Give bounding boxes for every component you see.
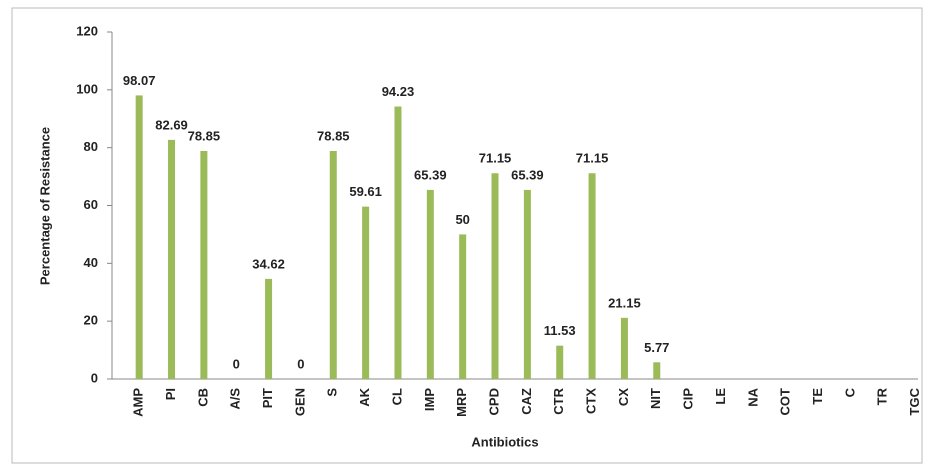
bar bbox=[200, 150, 208, 379]
x-tick-label: AK bbox=[357, 387, 372, 406]
x-tick-label: NIT bbox=[648, 388, 663, 409]
bar bbox=[459, 234, 467, 379]
data-label: 71.15 bbox=[479, 151, 512, 166]
bar bbox=[168, 139, 176, 379]
bar bbox=[426, 189, 434, 379]
x-tick-label: PI bbox=[163, 388, 178, 400]
x-tick-label: CTR bbox=[551, 387, 566, 414]
bar bbox=[653, 362, 661, 379]
bar bbox=[620, 317, 628, 379]
y-axis-title: Percentage of Resistance bbox=[37, 127, 52, 285]
x-tick-label: A/S bbox=[228, 388, 243, 410]
x-axis-title: Antibiotics bbox=[471, 434, 538, 449]
bar bbox=[265, 278, 273, 379]
x-tick-label: MRP bbox=[454, 388, 469, 417]
y-tick-label: 20 bbox=[84, 313, 98, 328]
bar bbox=[362, 206, 370, 379]
data-label: 21.15 bbox=[608, 295, 641, 310]
x-tick-label: CAZ bbox=[519, 388, 534, 415]
x-tick-label: GEN bbox=[292, 388, 307, 416]
y-tick-label: 0 bbox=[91, 370, 98, 385]
data-label: 65.39 bbox=[414, 167, 447, 182]
y-tick-label: 100 bbox=[76, 81, 98, 96]
bar bbox=[491, 173, 499, 379]
data-label: 0 bbox=[233, 356, 240, 371]
x-tick-label: CTX bbox=[584, 388, 599, 414]
data-label: 78.85 bbox=[317, 128, 350, 143]
data-label: 78.85 bbox=[188, 128, 221, 143]
x-tick-label: TR bbox=[875, 387, 890, 405]
x-tick-label: CIP bbox=[681, 388, 696, 410]
x-tick-label: AMP bbox=[131, 388, 146, 417]
data-label: 65.39 bbox=[511, 167, 544, 182]
x-tick-label: TE bbox=[810, 388, 825, 405]
y-tick-label: 40 bbox=[84, 255, 98, 270]
bar bbox=[556, 345, 564, 379]
data-label: 82.69 bbox=[155, 117, 188, 132]
x-tick-label: CB bbox=[195, 388, 210, 407]
x-tick-label: IMP bbox=[422, 388, 437, 411]
x-tick-label: CL bbox=[389, 388, 404, 405]
data-label: 5.77 bbox=[644, 340, 669, 355]
x-tick-label: TGC bbox=[907, 387, 922, 415]
y-tick-label: 60 bbox=[84, 197, 98, 212]
data-label: 34.62 bbox=[252, 256, 285, 271]
x-tick-label: C bbox=[842, 387, 857, 397]
data-label: 11.53 bbox=[544, 323, 576, 338]
x-tick-label: CX bbox=[616, 388, 631, 406]
y-tick-label: 120 bbox=[76, 23, 98, 38]
x-tick-label: PIT bbox=[260, 388, 275, 408]
bar bbox=[523, 189, 531, 379]
x-tick-label: S bbox=[325, 388, 340, 397]
data-label: 50 bbox=[455, 212, 469, 227]
x-tick-label: LE bbox=[713, 388, 728, 405]
x-tick-label: CPD bbox=[486, 388, 501, 415]
data-label: 0 bbox=[297, 356, 304, 371]
bar bbox=[394, 106, 402, 379]
bar bbox=[329, 150, 337, 379]
data-label: 71.15 bbox=[576, 151, 609, 166]
y-tick-label: 80 bbox=[84, 139, 98, 154]
data-label: 94.23 bbox=[382, 84, 415, 99]
bar bbox=[588, 173, 596, 379]
data-label: 98.07 bbox=[123, 73, 156, 88]
bar bbox=[135, 95, 143, 380]
x-tick-label: COT bbox=[778, 388, 793, 416]
chart-frame bbox=[11, 7, 923, 464]
data-label: 59.61 bbox=[349, 184, 382, 199]
x-tick-label: NA bbox=[745, 387, 760, 406]
